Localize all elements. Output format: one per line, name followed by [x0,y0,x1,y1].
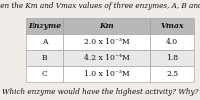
Bar [150,34,194,50]
Text: Km: Km [99,22,114,30]
Bar [26,50,63,66]
Bar [63,50,150,66]
Text: 2.0 x 10⁻³M: 2.0 x 10⁻³M [84,38,129,46]
Text: 2.5: 2.5 [166,70,178,78]
Bar [26,18,63,34]
Text: 4.2 x 10⁻⁴M: 4.2 x 10⁻⁴M [84,54,130,62]
Text: 1.0 x 10⁻³M: 1.0 x 10⁻³M [84,70,129,78]
Text: Given the Km and Vmax values of three enzymes, A, B and C:: Given the Km and Vmax values of three en… [0,2,200,10]
Text: 1.8: 1.8 [166,54,178,62]
Text: 4.0: 4.0 [166,38,178,46]
Bar [26,66,63,82]
Text: Enzyme: Enzyme [28,22,61,30]
Bar [63,18,150,34]
Text: Vmax: Vmax [160,22,184,30]
Text: Which enzyme would have the highest activity? Why?: Which enzyme would have the highest acti… [2,88,198,96]
Bar [63,34,150,50]
Bar [26,34,63,50]
Bar [150,18,194,34]
Text: C: C [42,70,47,78]
Text: B: B [42,54,47,62]
Bar [150,66,194,82]
Bar [63,66,150,82]
Bar [150,50,194,66]
Text: A: A [42,38,47,46]
